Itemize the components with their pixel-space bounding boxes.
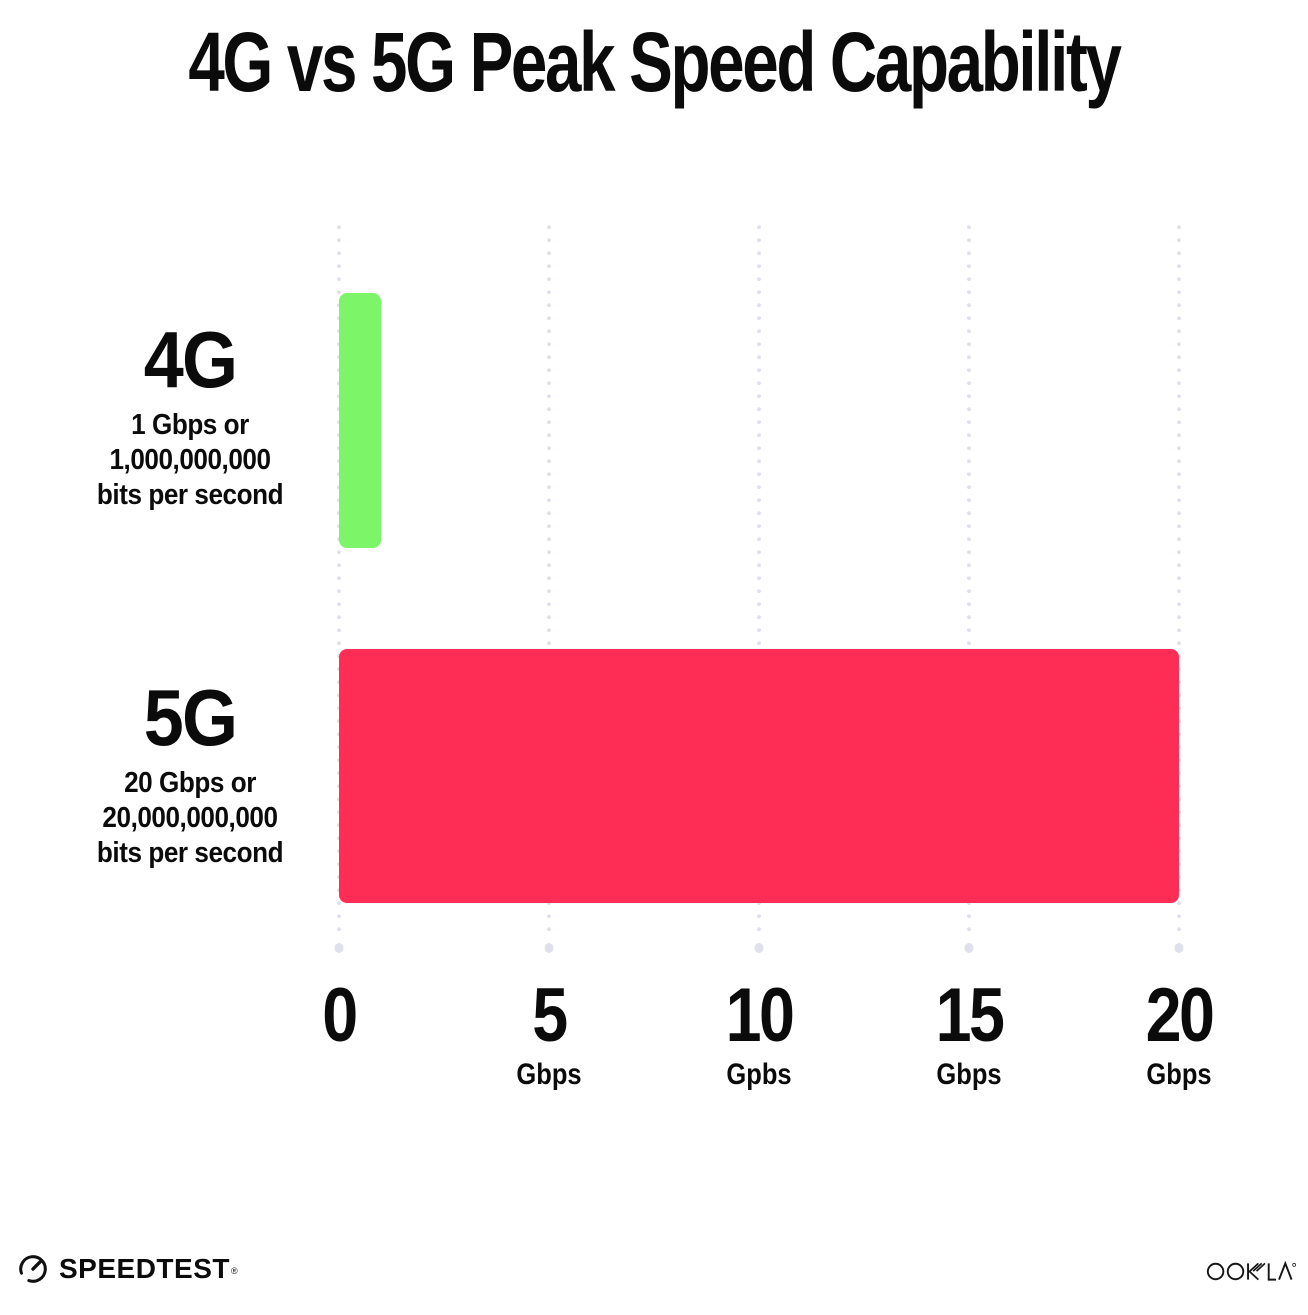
x-axis-tick-unit: Gbps [516, 1058, 582, 1091]
ookla-logo-icon [1206, 1260, 1296, 1281]
row-name-4g: 4G [143, 315, 238, 404]
row-label-5g: 5G 20 Gbps or 20,000,000,000 bits per se… [55, 676, 325, 871]
row-sublabel-line: bits per second [96, 479, 284, 511]
x-axis-tick-unit: Gbps [936, 1058, 1002, 1091]
x-axis-tick: 20 Gbps [1107, 978, 1252, 1090]
x-axis-tick: 0 [267, 978, 412, 1054]
row-sublabel-line: 1 Gbps or [131, 409, 249, 441]
bar-4g [339, 293, 381, 548]
chart-title-text: 4G vs 5G Peak Speed Capability [188, 15, 1122, 109]
row-sublabel-line: 1,000,000,000 [109, 444, 271, 476]
speedtest-trademark: ® [230, 1266, 239, 1276]
gridline [1177, 225, 1181, 940]
row-label-4g: 4G 1 Gbps or 1,000,000,000 bits per seco… [55, 318, 325, 513]
x-axis-tick-unit: Gpbs [726, 1058, 792, 1091]
x-axis-tick: 10 Gpbs [687, 978, 832, 1090]
row-sublabel-line: 20 Gbps or [124, 767, 256, 799]
x-axis-tick-value: 10 [725, 973, 795, 1058]
row-sublabel-5g: 20 Gbps or 20,000,000,000 bits per secon… [55, 766, 325, 871]
gauge-icon [19, 1255, 47, 1283]
bar-5g [339, 649, 1179, 903]
row-sublabel-line: bits per second [96, 837, 284, 869]
row-sublabel-line: 20,000,000,000 [102, 802, 278, 834]
row-sublabel-4g: 1 Gbps or 1,000,000,000 bits per second [55, 408, 325, 513]
speedtest-logo: SPEEDTEST® [16, 1252, 239, 1286]
gridline [337, 225, 341, 940]
x-axis-tick-value: 15 [935, 973, 1005, 1058]
row-name-5g: 5G [143, 673, 238, 762]
gridline [967, 225, 971, 940]
gridline [757, 225, 761, 940]
x-axis-tick-unit: Gbps [1146, 1058, 1212, 1091]
speedtest-label: SPEEDTEST [59, 1253, 230, 1284]
x-axis-tick: 5 Gbps [477, 978, 622, 1090]
ookla-logo [1206, 1258, 1296, 1290]
x-axis-tick-value: 0 [322, 973, 358, 1058]
gridline [547, 225, 551, 940]
speedtest-wordmark: SPEEDTEST® [59, 1252, 239, 1286]
chart-title: 4G vs 5G Peak Speed Capability [0, 16, 1308, 108]
x-axis-tick: 15 Gbps [897, 978, 1042, 1090]
x-axis-tick-value: 20 [1145, 973, 1215, 1058]
x-axis-tick-value: 5 [532, 973, 568, 1058]
